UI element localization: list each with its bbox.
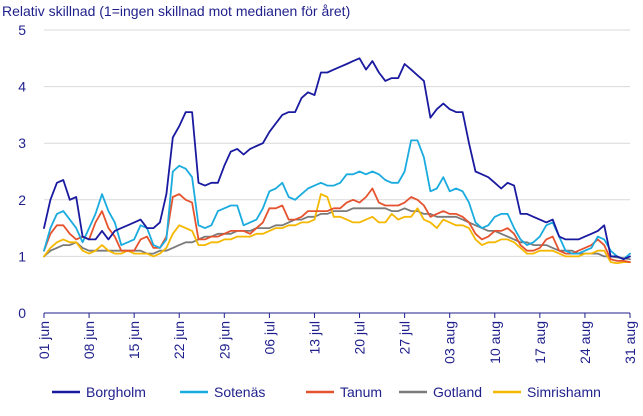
series-line-tanum [43,187,631,264]
x-tick-label: 15 jun [126,321,142,359]
series-line-simrishamn [43,193,631,265]
y-tick-label: 0 [18,305,26,321]
legend-label: Sotenäs [214,384,265,400]
gridlines [44,29,630,314]
series-line-gotland [43,207,631,261]
x-tick-label: 31 aug [622,321,638,364]
legend-label: Gotland [433,384,482,400]
y-axis-ticks: 0 1 2 3 4 5 [18,22,26,321]
y-tick-label: 4 [18,79,26,95]
x-tick-label: 20 jul [352,321,368,354]
series-line-soten-s [43,139,631,261]
x-tick-label: 22 jun [171,321,187,359]
x-tick-label: 10 aug [487,321,503,364]
x-axis: 01 jun 08 jun 15 jun 22 jun 29 jun 06 jul 13 j… [36,313,638,364]
x-tick-label: 08 jun [81,321,97,359]
x-tick-label: 17 aug [532,321,548,364]
legend-label: Simrishamn [527,384,601,400]
x-tick-label: 27 jul [397,321,413,354]
series-lines [43,57,631,265]
y-axis-label: Relativ skillnad (1=ingen skillnad mot m… [2,3,350,19]
y-tick-label: 5 [18,22,26,38]
x-tick-label: 03 aug [442,321,458,364]
x-tick-label: 24 aug [577,321,593,364]
legend-label: Tanum [340,384,382,400]
x-tick-label: 06 jul [261,321,277,354]
legend-label: Borgholm [86,384,146,400]
series-line-borgholm [43,57,631,261]
x-tick-label: 13 jul [306,321,322,354]
x-tick-label: 29 jun [216,321,232,359]
y-tick-label: 3 [18,135,26,151]
x-tick-label: 01 jun [36,321,52,359]
legend: Borgholm Sotenäs Tanum Gotland Simrishamn [52,384,601,400]
y-tick-label: 2 [18,192,26,208]
y-tick-label: 1 [18,248,26,264]
